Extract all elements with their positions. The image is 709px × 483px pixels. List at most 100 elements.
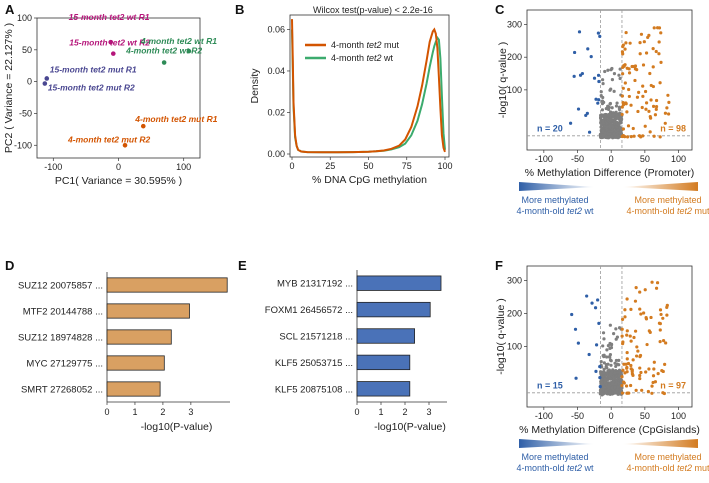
volcano-point <box>608 102 612 106</box>
scatter-point <box>110 51 116 56</box>
x-tick-label: 0 <box>609 154 614 164</box>
volcano-point <box>589 55 593 59</box>
volcano-point <box>620 50 625 54</box>
volcano-point <box>661 316 665 320</box>
volcano-point <box>615 335 619 339</box>
volcano-point <box>641 94 645 98</box>
volcano-point <box>655 281 660 285</box>
volcano-point <box>658 340 662 344</box>
volcano-point <box>568 121 573 125</box>
volcano-point <box>599 360 603 364</box>
volcano-point <box>623 308 627 312</box>
volcano-point <box>641 134 645 138</box>
volcano-point <box>608 358 613 362</box>
volcano-point <box>603 114 607 118</box>
volcano-point <box>646 389 650 394</box>
volcano-point <box>642 311 646 315</box>
scatter-point <box>122 142 128 148</box>
volcano-point <box>597 79 601 84</box>
volcano-point <box>610 66 614 71</box>
volcano-point <box>667 112 671 116</box>
volcano-point <box>654 98 659 103</box>
volcano-point <box>570 312 574 317</box>
volcano-point <box>606 68 610 72</box>
x-tick-label: 0 <box>354 407 359 417</box>
gradient-wedge-left <box>519 182 595 191</box>
volcano-point <box>598 385 602 389</box>
volcano-point <box>633 78 637 83</box>
volcano-point <box>600 78 605 82</box>
volcano-point <box>623 81 627 85</box>
volcano-point <box>601 81 605 86</box>
panel-d-bar: D 0 1 2 3 -log10(P-value) SUZ12 20075857 ... MT… <box>5 258 230 433</box>
bar <box>106 355 165 371</box>
volcano-point <box>596 101 600 105</box>
legend-label: 4-month tet2 wt <box>331 53 394 63</box>
y-tick-label: 0 <box>27 77 32 87</box>
volcano-point <box>603 132 607 137</box>
volcano-point <box>612 71 617 76</box>
volcano-point <box>642 40 646 44</box>
count-label-left: n = 15 <box>537 380 563 390</box>
volcano-point <box>612 379 616 383</box>
volcano-point <box>651 104 656 108</box>
gradient-wedge-left <box>519 439 595 448</box>
volcano-point <box>603 69 607 74</box>
x-tick-label: 2 <box>160 407 165 417</box>
volcano-point <box>596 73 601 77</box>
volcano-point <box>641 84 645 88</box>
volcano-point <box>653 113 658 117</box>
caption-right: 4-month-old tet2 mut <box>626 463 709 473</box>
volcano-point <box>631 126 635 131</box>
bar <box>106 277 228 293</box>
scatter-point <box>44 76 50 81</box>
panel-letter: B <box>235 2 244 17</box>
volcano-point <box>637 134 642 138</box>
y-axis-label: -log10( q-value ) <box>495 298 507 374</box>
volcano-point <box>662 391 666 396</box>
bar-category-label: MYC 27129775 ... <box>26 359 103 370</box>
volcano-point <box>644 51 649 55</box>
volcano-point <box>644 370 648 374</box>
caption-right: More methylated <box>634 452 701 462</box>
x-tick-label: 100 <box>671 154 686 164</box>
legend-label: 4-month tet2 mut <box>331 40 400 50</box>
volcano-point <box>608 125 612 129</box>
volcano-point <box>586 47 590 51</box>
bar-category-label: FOXM1 26456572 ... <box>265 305 353 316</box>
point-label: 4-month tet2 wt R2 <box>125 46 202 56</box>
volcano-point <box>633 329 638 333</box>
scatter-point <box>186 48 192 54</box>
chart-title: Wilcox test(p-value) < 2.2e-16 <box>313 5 433 15</box>
volcano-point <box>657 40 661 44</box>
volcano-point <box>615 101 619 105</box>
volcano-point <box>599 121 603 125</box>
x-axis-label: % Methylation Difference (CpGislands) <box>519 424 700 436</box>
volcano-point <box>610 106 614 110</box>
volcano-point <box>649 83 653 88</box>
plot-frame <box>526 9 693 151</box>
volcano-point <box>611 125 615 129</box>
volcano-point <box>658 135 662 139</box>
volcano-point <box>659 312 663 317</box>
count-label-right: n = 98 <box>660 123 686 133</box>
volcano-point <box>576 341 580 345</box>
scatter-point <box>140 123 146 129</box>
volcano-point <box>666 93 670 97</box>
bar-category-label: SUZ12 18974828 ... <box>18 333 103 344</box>
volcano-point <box>638 41 642 45</box>
volcano-point <box>576 107 581 111</box>
volcano-point <box>602 354 606 359</box>
x-tick-label: 25 <box>325 161 335 171</box>
volcano-point <box>587 130 592 134</box>
volcano-point <box>572 74 576 78</box>
volcano-point <box>607 385 611 390</box>
y-tick-label: 200 <box>507 52 522 62</box>
volcano-point <box>626 391 630 395</box>
volcano-point <box>613 376 617 381</box>
volcano-point <box>625 135 630 139</box>
caption-left: More methylated <box>521 452 588 462</box>
volcano-point <box>665 305 669 309</box>
volcano-point <box>603 380 607 385</box>
volcano-point <box>612 132 616 136</box>
